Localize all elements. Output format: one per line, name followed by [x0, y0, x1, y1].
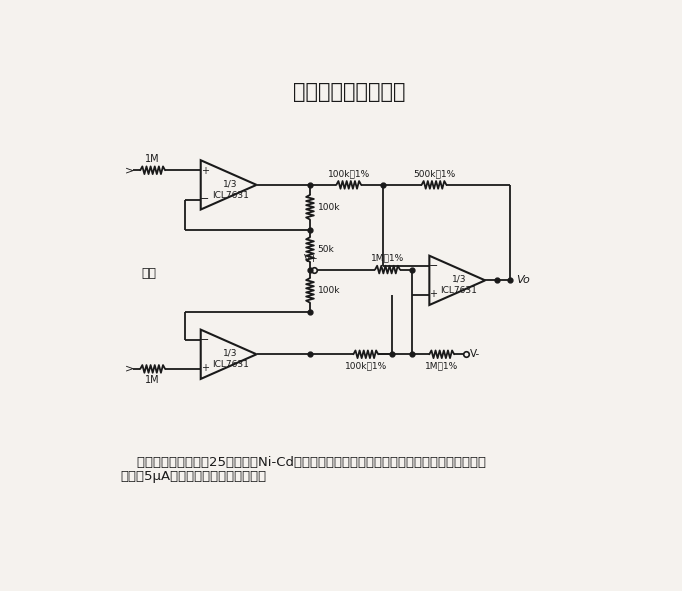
Text: 100k: 100k — [318, 286, 340, 295]
Text: V+: V+ — [304, 254, 319, 264]
Text: −: − — [200, 336, 209, 345]
Text: 输入: 输入 — [141, 267, 156, 280]
Text: 50k: 50k — [318, 245, 334, 254]
Text: 1/3
ICL7631: 1/3 ICL7631 — [441, 275, 477, 295]
Text: 医用仪器前置放大器: 医用仪器前置放大器 — [293, 83, 406, 102]
Text: Vo: Vo — [516, 275, 530, 285]
Text: 1M，1%: 1M，1% — [371, 254, 404, 262]
Text: >: > — [125, 165, 134, 176]
Text: V-: V- — [470, 349, 480, 359]
Text: 100k，1%: 100k，1% — [327, 169, 370, 178]
Text: 1/3
ICL7631: 1/3 ICL7631 — [211, 349, 249, 369]
Text: +: + — [201, 363, 209, 373]
Text: >: > — [125, 364, 134, 374]
Text: 1M，1%: 1M，1% — [425, 361, 458, 370]
Text: 1M: 1M — [145, 375, 160, 385]
Text: 该电路的电压增益为25，用单个Ni-Cd电池供电。输入电流（来自连接在病人身上的传感器）: 该电路的电压增益为25，用单个Ni-Cd电池供电。输入电流（来自连接在病人身上的… — [120, 456, 486, 469]
Text: −: − — [200, 194, 209, 204]
Text: 500k，1%: 500k，1% — [413, 169, 455, 178]
Text: 1/3
ICL7631: 1/3 ICL7631 — [211, 180, 249, 200]
Text: +: + — [201, 166, 209, 176]
Text: 100k，1%: 100k，1% — [344, 361, 387, 370]
Text: +: + — [429, 289, 437, 299]
Text: 100k: 100k — [318, 203, 340, 212]
Text: 限制在5μA以下，否则便视为有故障。: 限制在5μA以下，否则便视为有故障。 — [120, 470, 266, 483]
Text: −: − — [428, 261, 438, 271]
Text: 1M: 1M — [145, 154, 160, 164]
